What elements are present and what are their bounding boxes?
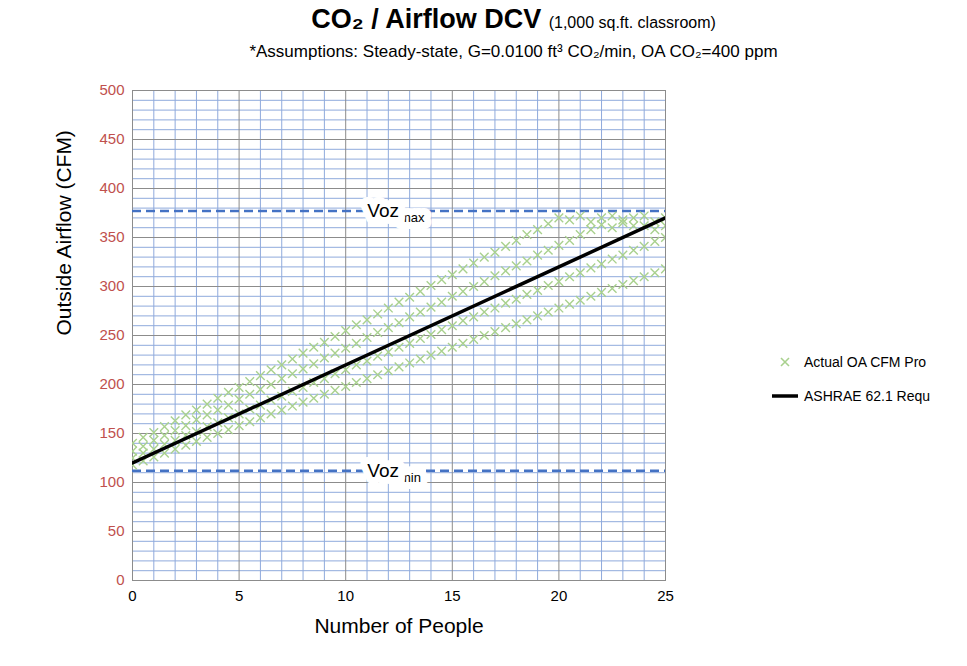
svg-text:250: 250 bbox=[99, 326, 124, 343]
svg-text:50: 50 bbox=[108, 522, 125, 539]
svg-text:150: 150 bbox=[99, 424, 124, 441]
svg-text:20: 20 bbox=[551, 587, 568, 604]
svg-text:max: max bbox=[400, 210, 425, 225]
svg-text:5: 5 bbox=[235, 587, 243, 604]
svg-text:Voz: Voz bbox=[367, 200, 399, 221]
svg-text:400: 400 bbox=[99, 179, 124, 196]
svg-text:10: 10 bbox=[337, 587, 354, 604]
svg-text:0: 0 bbox=[128, 587, 136, 604]
svg-text:100: 100 bbox=[99, 473, 124, 490]
html-text:CO₂ / Airflow DCV(1,000 sq.ft.: CO₂ / Airflow DCV(1,000 sq.ft. classroom… bbox=[311, 4, 716, 34]
svg-text:Number of People: Number of People bbox=[314, 614, 483, 637]
html-text:*Assumptions: Steady-state, G=: *Assumptions: Steady-state, G=0.0100 ft³… bbox=[249, 42, 778, 61]
svg-text:500: 500 bbox=[99, 81, 124, 98]
svg-text:300: 300 bbox=[99, 277, 124, 294]
svg-text:200: 200 bbox=[99, 375, 124, 392]
svg-text:350: 350 bbox=[99, 228, 124, 245]
html-text:Actual OA CFM Pro: Actual OA CFM Pro bbox=[804, 354, 927, 370]
svg-text:25: 25 bbox=[657, 587, 674, 604]
svg-text:450: 450 bbox=[99, 130, 124, 147]
svg-text:Outside Airflow (CFM): Outside Airflow (CFM) bbox=[52, 130, 75, 335]
svg-text:15: 15 bbox=[444, 587, 461, 604]
svg-text:0: 0 bbox=[116, 571, 124, 588]
html-text:ASHRAE 62.1 Requ: ASHRAE 62.1 Requ bbox=[804, 388, 931, 404]
svg-text:Voz: Voz bbox=[367, 460, 399, 481]
svg-text:min: min bbox=[400, 470, 421, 485]
